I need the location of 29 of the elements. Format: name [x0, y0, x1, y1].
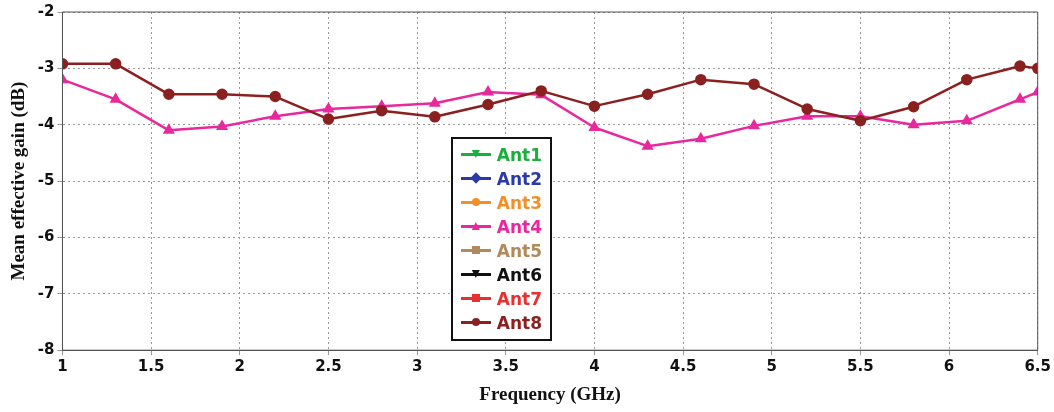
y-tick-label: -8: [37, 340, 55, 359]
y-tick-label: -4: [37, 114, 55, 133]
legend-label: Ant1: [496, 144, 543, 165]
x-tick-label: 2: [234, 357, 245, 376]
y-tick-label: -3: [37, 58, 55, 77]
x-tick-label: 3.5: [492, 357, 520, 376]
x-tick-label: 4: [589, 357, 600, 376]
x-tick-label: 5.5: [847, 357, 874, 376]
legend-label: Ant4: [496, 216, 543, 237]
x-tick-label: 6.5: [1024, 357, 1051, 376]
x-tick-label: 1: [57, 357, 68, 376]
legend-label: Ant6: [496, 264, 543, 285]
legend-label: Ant7: [496, 288, 543, 309]
x-tick-label: 2.5: [315, 357, 342, 376]
legend-label: Ant5: [496, 240, 543, 261]
legend-label: Ant8: [496, 312, 543, 333]
x-tick-label: 4.5: [669, 357, 697, 376]
y-axis-title: Mean effective gain (dB): [7, 81, 30, 281]
x-tick-label: 1.5: [137, 357, 165, 376]
x-tick-label: 6: [943, 357, 955, 376]
y-tick-label: -5: [37, 170, 55, 189]
y-tick-label: -6: [37, 227, 55, 246]
legend-label: Ant3: [496, 192, 543, 213]
legend-label: Ant2: [496, 168, 543, 189]
y-tick-label: -2: [37, 1, 55, 20]
y-tick-label: -7: [37, 283, 55, 302]
x-tick-label: 3: [411, 357, 423, 376]
x-tick-label: 5: [766, 357, 777, 376]
x-axis-title: Frequency (GHz): [479, 382, 621, 405]
